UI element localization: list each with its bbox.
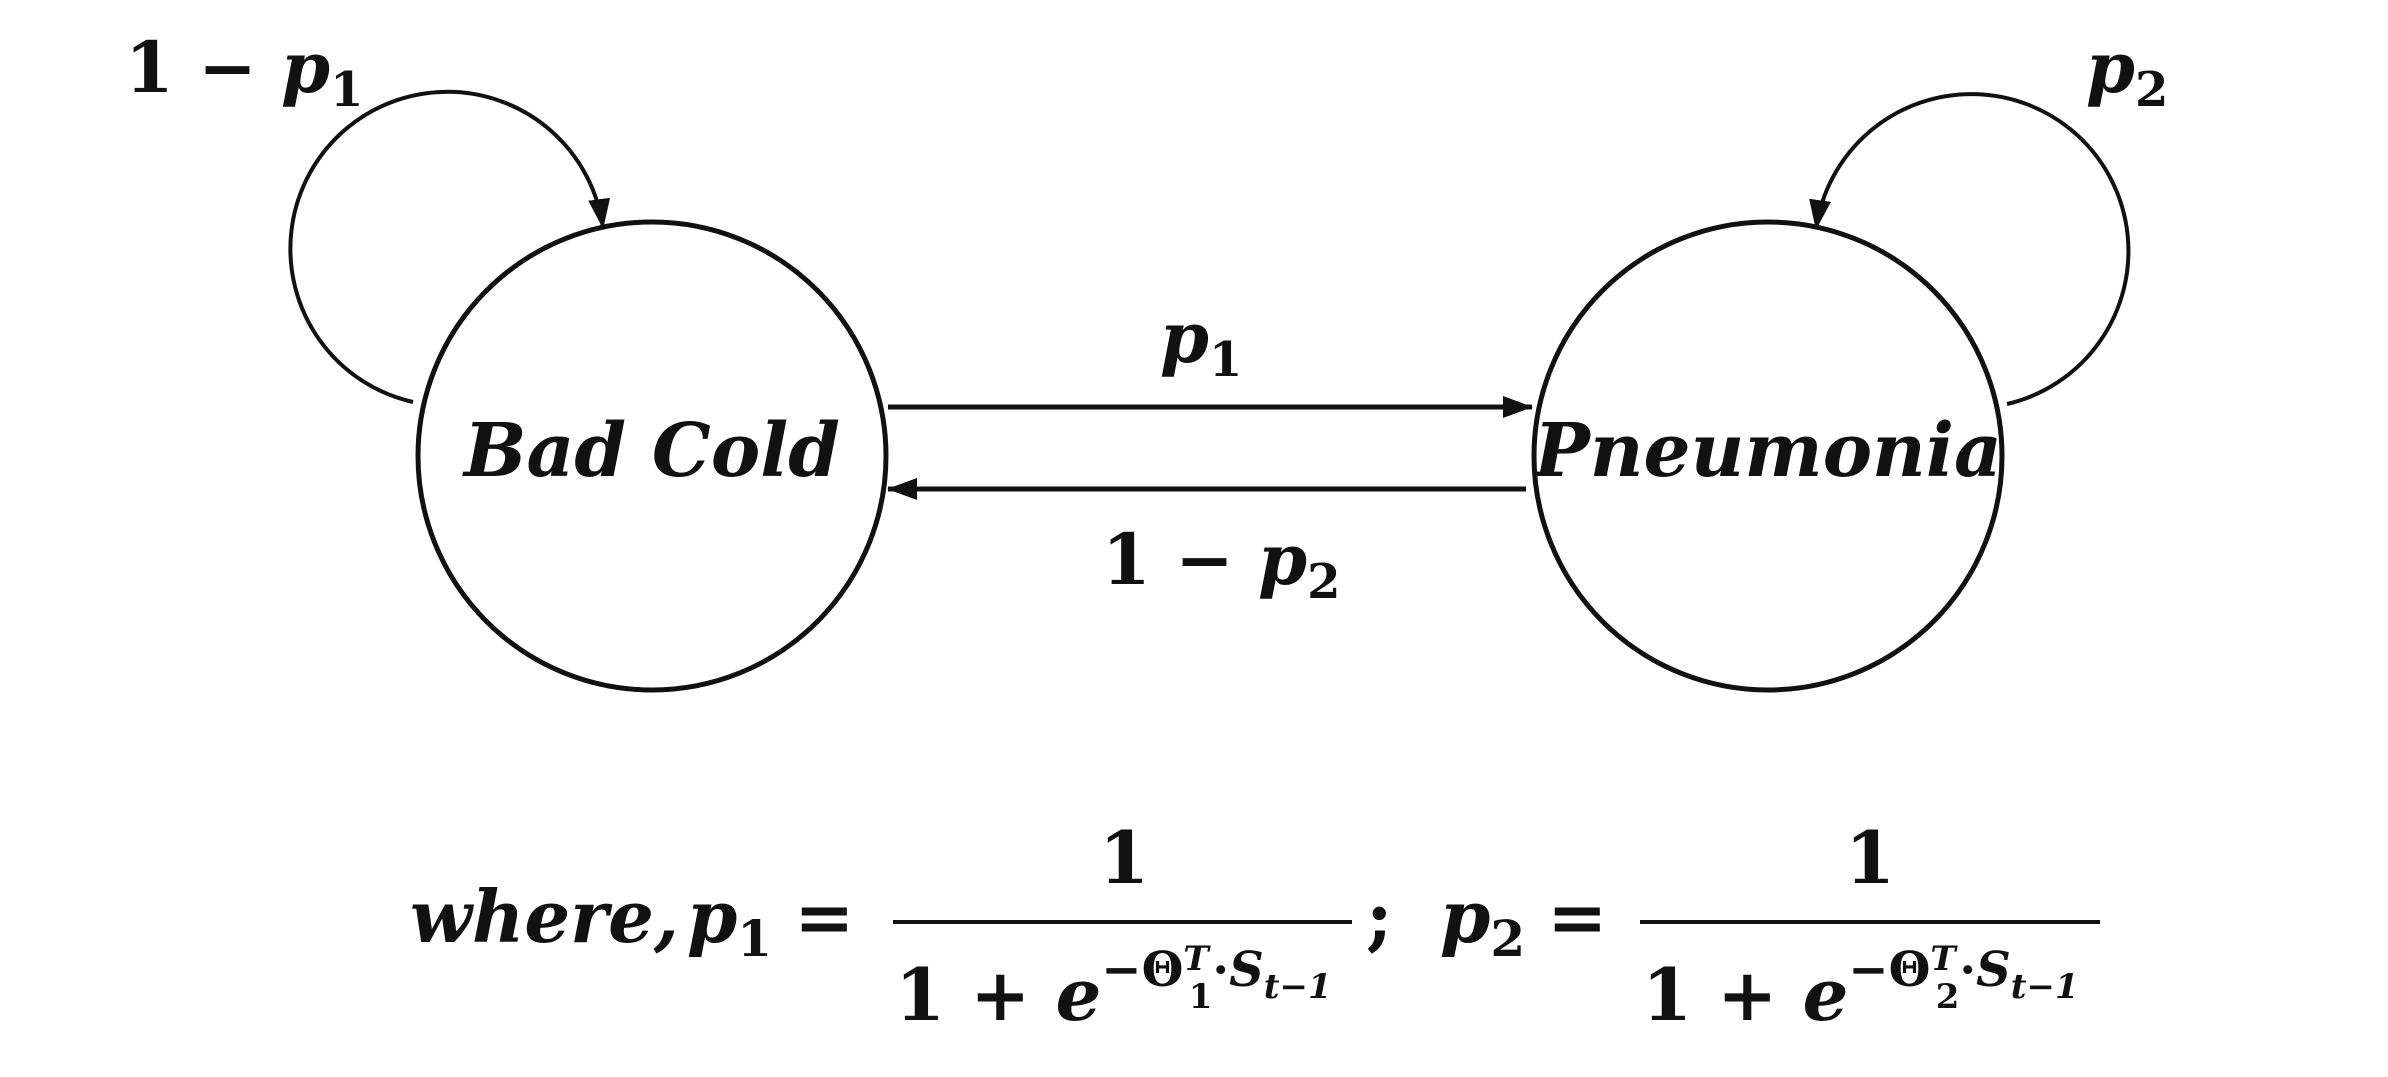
edge-label-self-pneumonia: p2: [2086, 26, 2168, 118]
fraction-2-numerator: 1: [1845, 815, 1895, 900]
formula-p2: p2 =: [1440, 874, 1607, 968]
state-circle-pneumonia: [1531, 219, 2005, 693]
formula-where-p1: where, p1 =: [410, 874, 854, 968]
edge-label-self-bad-cold: 1 − p1: [125, 26, 363, 118]
edge-label-bad-cold-to-pneumonia: p1: [1160, 296, 1242, 388]
state-circle-bad-cold: [415, 219, 889, 693]
formula: where, p1 = 1 1 + e−ΘT 1·St−1 ; p2 = 1 1 + e…: [410, 815, 2100, 1037]
state-label-bad-cold: Bad Cold: [462, 408, 840, 494]
state-label-pneumonia: Pneumonia: [1532, 408, 2002, 494]
fraction-2-denominator: 1 + e−ΘT 2·St−1: [1642, 939, 2079, 1037]
fraction-1-denominator: 1 + e−ΘT 1·St−1: [895, 939, 1332, 1037]
formula-separator: ;: [1366, 874, 1393, 959]
edge-label-pneumonia-to-bad-cold: 1 − p2: [1102, 518, 1340, 610]
self-loop-pneumonia: [1809, 92, 2131, 406]
self-loop-bad-cold: [288, 89, 610, 404]
fraction-1-numerator: 1: [1099, 815, 1149, 900]
